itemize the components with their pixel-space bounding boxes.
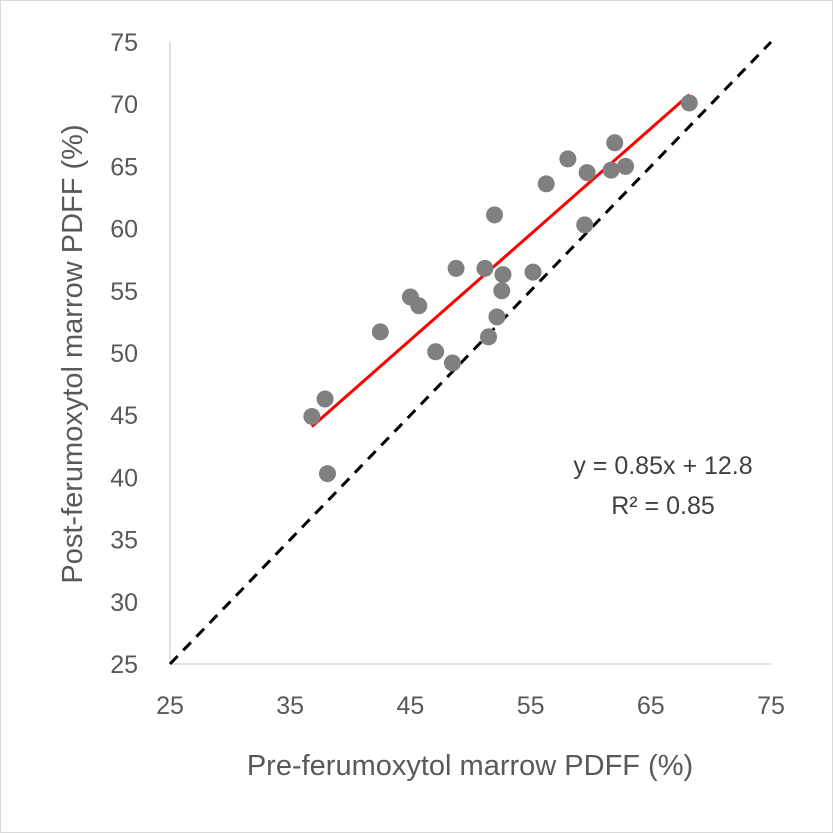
x-axis-title: Pre-ferumoxytol marrow PDFF (%) [247,750,693,782]
x-tick-label: 35 [276,692,304,720]
data-point [476,259,494,277]
y-axis-title: Post-ferumoxytol marrow PDFF (%) [57,124,89,583]
y-tick-label: 30 [110,589,138,617]
data-point [447,259,465,277]
data-point [680,94,698,112]
data-point [494,266,512,284]
y-tick-label: 60 [110,216,138,244]
data-point [559,150,577,168]
y-tick-label: 50 [110,340,138,368]
trendline-equation: y = 0.85x + 12.8 [573,452,752,480]
data-point [493,282,511,300]
trendline [310,93,691,428]
data-point [488,308,506,326]
y-tick-labels: 25 30 35 40 45 50 55 60 65 70 75 [110,29,138,679]
data-point [578,164,596,182]
data-point [427,343,445,361]
y-tick-label: 35 [110,527,138,555]
trendline-r-squared: R² = 0.85 [611,492,715,520]
data-point [606,134,624,152]
data-point [524,263,542,281]
x-tick-label: 65 [637,692,665,720]
data-point [316,390,334,408]
y-tick-label: 55 [110,278,138,306]
y-tick-label: 40 [110,464,138,492]
x-tick-labels: 25 35 45 55 65 75 [156,692,785,720]
identity-line-group [168,40,773,666]
x-tick-label: 45 [396,692,424,720]
data-point [443,354,461,372]
data-point [480,328,498,346]
y-tick-label: 45 [110,402,138,430]
x-tick-label: 25 [156,692,184,720]
data-point [602,161,620,179]
data-points [303,94,698,483]
data-point [371,323,389,341]
data-point [617,157,635,175]
axes [169,42,771,665]
y-tick-label: 70 [110,91,138,119]
x-tick-label: 75 [757,692,785,720]
data-point [318,465,336,483]
identity-line [168,40,773,666]
data-point [410,297,428,315]
x-tick-label: 55 [517,692,545,720]
y-tick-label: 75 [110,29,138,57]
data-point [303,407,321,425]
data-point [537,175,555,193]
trendline-group [310,93,691,428]
y-tick-label: 25 [110,651,138,679]
y-tick-label: 65 [110,153,138,181]
data-point [576,216,594,234]
data-point [486,206,504,224]
